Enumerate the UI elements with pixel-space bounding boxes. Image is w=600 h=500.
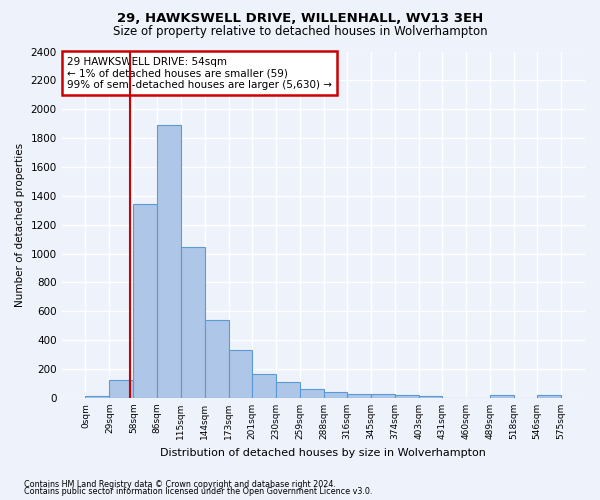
X-axis label: Distribution of detached houses by size in Wolverhampton: Distribution of detached houses by size … bbox=[160, 448, 486, 458]
Bar bbox=[252, 374, 276, 398]
Bar bbox=[490, 395, 514, 398]
Bar bbox=[371, 394, 395, 398]
Bar bbox=[300, 388, 324, 398]
Bar bbox=[109, 380, 133, 398]
Bar bbox=[537, 395, 561, 398]
Text: 29, HAWKSWELL DRIVE, WILLENHALL, WV13 3EH: 29, HAWKSWELL DRIVE, WILLENHALL, WV13 3E… bbox=[117, 12, 483, 26]
Bar bbox=[133, 204, 157, 398]
Y-axis label: Number of detached properties: Number of detached properties bbox=[15, 142, 25, 307]
Text: Contains public sector information licensed under the Open Government Licence v3: Contains public sector information licen… bbox=[24, 487, 373, 496]
Text: Size of property relative to detached houses in Wolverhampton: Size of property relative to detached ho… bbox=[113, 25, 487, 38]
Bar bbox=[395, 395, 419, 398]
Text: 29 HAWKSWELL DRIVE: 54sqm
← 1% of detached houses are smaller (59)
99% of semi-d: 29 HAWKSWELL DRIVE: 54sqm ← 1% of detach… bbox=[67, 56, 332, 90]
Bar bbox=[324, 392, 347, 398]
Bar bbox=[276, 382, 300, 398]
Bar bbox=[419, 396, 442, 398]
Bar bbox=[85, 396, 109, 398]
Bar bbox=[157, 125, 181, 398]
Bar bbox=[181, 247, 205, 398]
Text: Contains HM Land Registry data © Crown copyright and database right 2024.: Contains HM Land Registry data © Crown c… bbox=[24, 480, 336, 489]
Bar bbox=[229, 350, 252, 398]
Bar bbox=[205, 320, 229, 398]
Bar bbox=[347, 394, 371, 398]
